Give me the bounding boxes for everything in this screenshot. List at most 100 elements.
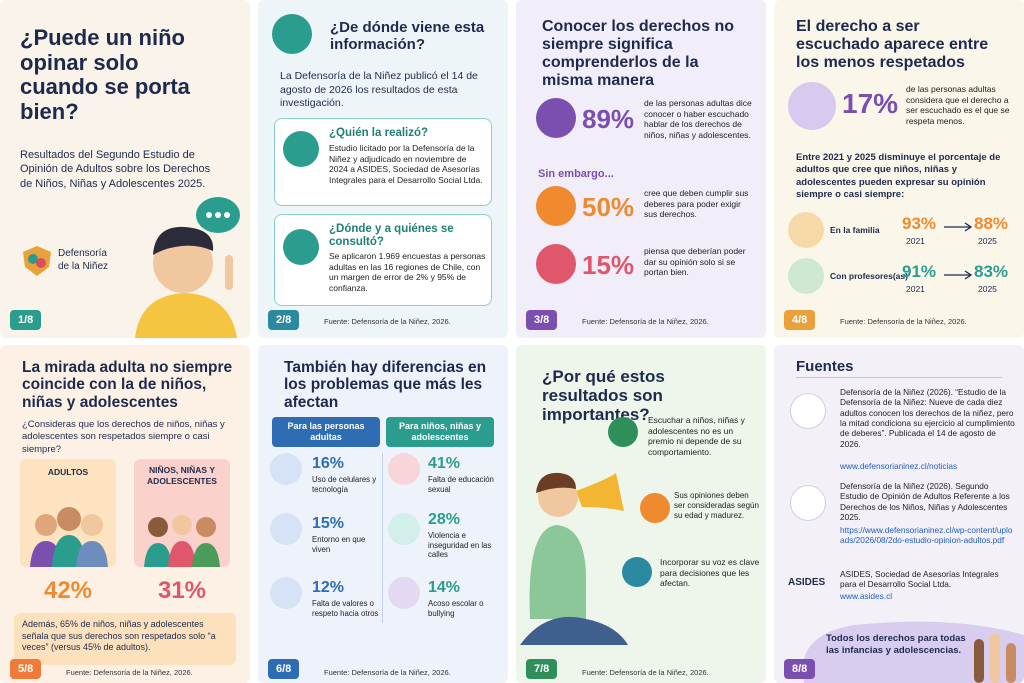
group-label: ADULTOS xyxy=(47,467,89,477)
icon xyxy=(270,577,302,609)
item-value: 12% xyxy=(312,579,345,596)
group-panel: ADULTOS xyxy=(20,459,116,567)
icon xyxy=(536,98,576,138)
from-year: 2021 xyxy=(906,284,925,294)
icon xyxy=(790,485,826,521)
box-text: Estudio licitado por la Defensoría de la… xyxy=(329,143,483,185)
page-number: 3/8 xyxy=(526,310,558,330)
icon xyxy=(608,417,638,447)
card: El derecho a ser escuchado aparece entre… xyxy=(774,0,1024,338)
title: ¿De dónde viene esta información? xyxy=(330,19,485,53)
icon xyxy=(788,258,824,294)
source-link[interactable]: https://www.defensorianinez.cl/wp-conten… xyxy=(840,525,1013,546)
stat-value: 89% xyxy=(582,104,635,134)
row-label: Con profesores(as) xyxy=(830,271,908,281)
subtitle: Entre 2021 y 2025 disminuye el porcentaj… xyxy=(796,152,1001,201)
source: Fuente: Defensoría de la Niñez, 2026. xyxy=(324,317,451,326)
icon xyxy=(388,577,420,609)
point-text: Sus opiniones deben ser consideradas seg… xyxy=(674,491,759,520)
source-link[interactable]: www.defensorianinez.cl/noticias xyxy=(840,461,958,471)
icon xyxy=(536,244,576,284)
to-value: 83% xyxy=(974,262,1009,281)
decoration xyxy=(802,621,1024,683)
closing-text: Todos los derechos para todas las infanc… xyxy=(826,633,966,656)
arrow xyxy=(944,222,973,232)
stat-text: piensa que deberían poder dar su opinión… xyxy=(644,246,746,278)
item-value: 15% xyxy=(312,515,345,532)
illustration xyxy=(144,515,220,567)
card: La mirada adulta no siempre coincide con… xyxy=(0,345,250,683)
from-year: 2021 xyxy=(906,236,925,246)
stat-value: 50% xyxy=(582,192,635,222)
title: La mirada adulta no siempre coincide con… xyxy=(22,359,233,411)
title: ¿Puede un niño opinar solo cuando se por… xyxy=(20,25,190,124)
item-text: Falta de educación sexual xyxy=(428,475,494,494)
title: El derecho a ser escuchado aparece entre… xyxy=(796,18,989,71)
intro-text: La Defensoría de la Niñez publicó el 14 … xyxy=(280,70,478,110)
source-link[interactable]: www.asides.cl xyxy=(840,591,893,601)
source: Fuente: Defensoría de la Niñez, 2026. xyxy=(582,317,709,326)
stat-text: cree que deben cumplir sus deberes para … xyxy=(644,188,749,220)
info-box: ¿Dónde y a quiénes se consultó? Se aplic… xyxy=(274,214,492,306)
source: Fuente: Defensoría de la Niñez, 2026. xyxy=(324,668,451,677)
column-heading: Para las personas adultas xyxy=(272,417,380,447)
info-box: ¿Quién la realizó? Estudio licitado por … xyxy=(274,118,492,206)
page-number: 7/8 xyxy=(526,659,558,679)
page-number: 1/8 xyxy=(10,310,42,330)
item-text: Falta de valores o respeto hacia otros xyxy=(312,599,379,618)
card: También hay diferencias en los problemas… xyxy=(258,345,508,683)
from-value: 93% xyxy=(902,214,937,233)
page-number: 6/8 xyxy=(268,659,300,679)
intro-text: Resultados del Segundo Estudio de Opinió… xyxy=(20,149,211,190)
source-text: Defensoría de la Niñez (2026). Segundo E… xyxy=(840,481,1010,523)
page-number: 5/8 xyxy=(10,659,42,679)
point-text: Escuchar a niños, niñas y adolescentes n… xyxy=(648,415,745,457)
source: Fuente: Defensoría de la Niñez, 2026. xyxy=(582,668,709,677)
item-value: 41% xyxy=(428,455,461,472)
page-number: 8/8 xyxy=(784,659,816,679)
group-value: 31% xyxy=(157,577,207,604)
stat-text: de las personas adultas dice conocer o h… xyxy=(644,98,752,140)
stat-text: de las personas adultas considera que el… xyxy=(906,84,1010,126)
illustration xyxy=(135,197,240,338)
to-year: 2025 xyxy=(978,284,997,294)
item-value: 16% xyxy=(312,455,345,472)
rule xyxy=(796,377,1002,378)
point-text: Incorporar su voz es clave para decision… xyxy=(660,557,760,589)
card: ¿Por qué estos resultados son importante… xyxy=(516,345,766,683)
icon xyxy=(283,131,319,167)
logo-icon xyxy=(23,246,51,276)
page-number: 2/8 xyxy=(268,310,300,330)
card: Fuentes Defensoría de la Niñez (2026). “… xyxy=(774,345,1024,683)
question: ¿Consideras que los derechos de niños, n… xyxy=(22,419,225,455)
stat-value: 15% xyxy=(582,250,635,280)
icon xyxy=(388,453,420,485)
icon xyxy=(283,229,319,265)
card: ¿Puede un niño opinar solo cuando se por… xyxy=(0,0,250,338)
title: Conocer los derechos no siempre signific… xyxy=(542,18,735,89)
from-value: 91% xyxy=(902,262,937,281)
card: ¿De dónde viene esta información? La Def… xyxy=(258,0,508,338)
source: Fuente: Defensoría de la Niñez, 2026. xyxy=(840,317,967,326)
group-label: NIÑOS, NIÑAS Y ADOLESCENTES xyxy=(147,465,217,486)
page-number: 4/8 xyxy=(784,310,816,330)
icon xyxy=(622,557,652,587)
stat-value: 17% xyxy=(842,88,899,119)
title: También hay diferencias en los problemas… xyxy=(284,359,487,411)
title: Fuentes xyxy=(796,358,854,375)
row-label: En la familia xyxy=(830,225,880,235)
icon xyxy=(536,186,576,226)
arrow xyxy=(944,270,973,280)
item-value: 14% xyxy=(428,579,461,596)
column-heading: Para niños, niñas y adolescentes xyxy=(386,417,494,447)
source: Fuente: Defensoría de la Niñez, 2026. xyxy=(66,668,193,677)
group-panel: NIÑOS, NIÑAS Y ADOLESCENTES xyxy=(134,459,230,567)
box-heading: ¿Quién la realizó? xyxy=(329,127,429,139)
item-text: Entorno en que viven xyxy=(312,535,366,554)
icon xyxy=(388,513,420,545)
icon xyxy=(270,513,302,545)
icon xyxy=(272,14,312,54)
item-text: Violencia e inseguridad en las calles xyxy=(428,531,492,560)
icon xyxy=(270,453,302,485)
